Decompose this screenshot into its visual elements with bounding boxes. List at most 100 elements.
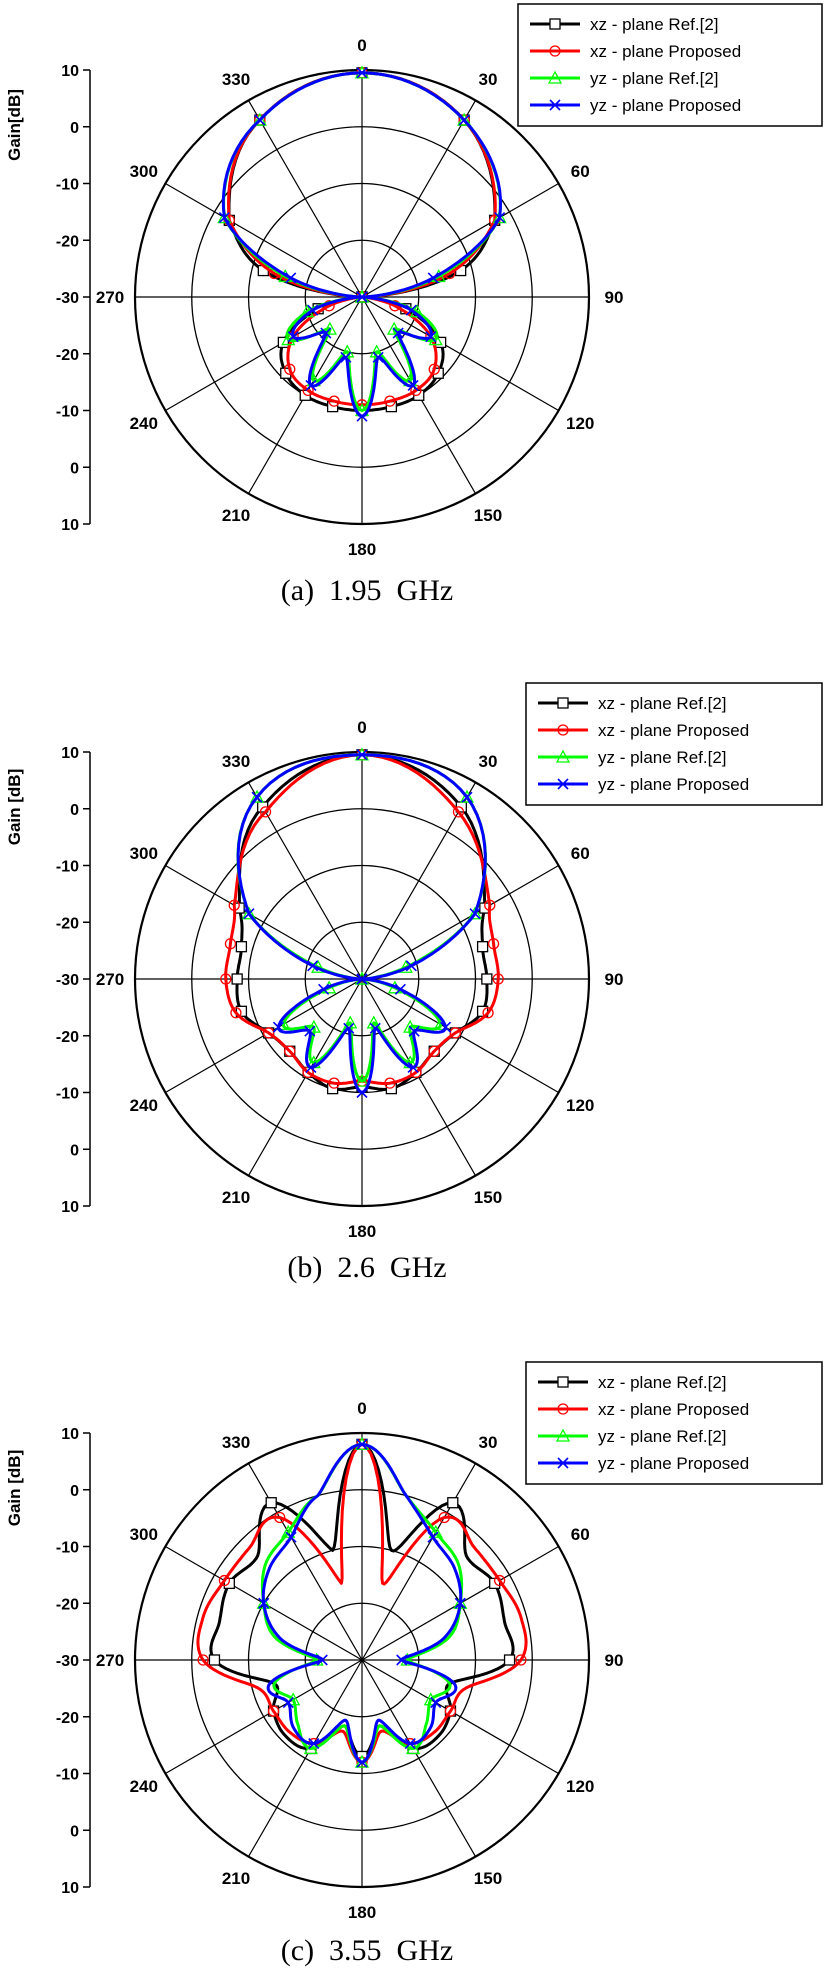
grid-spoke — [247, 100, 363, 298]
grid-spoke — [361, 182, 559, 298]
data-point — [249, 789, 265, 803]
grid-spoke — [361, 782, 477, 980]
data-point — [285, 1531, 297, 1543]
radial-tick-label: -30 — [56, 290, 79, 307]
angle-tick-label: 90 — [605, 288, 624, 307]
radial-tick-label: -30 — [56, 1653, 79, 1670]
angle-tick-label: 90 — [605, 1651, 624, 1670]
data-point — [484, 899, 496, 911]
angle-tick-label: 0 — [357, 718, 366, 737]
data-point — [251, 791, 263, 803]
grid-spoke — [361, 100, 477, 298]
data-point — [405, 304, 417, 316]
legend-label: xz - plane Proposed — [590, 42, 741, 61]
data-point — [308, 1737, 320, 1750]
data-point — [469, 908, 481, 920]
angle-tick-label: 60 — [571, 844, 590, 863]
legend-marker — [557, 697, 569, 709]
data-point — [356, 67, 368, 79]
grid-spoke — [361, 1659, 559, 1775]
data-point — [307, 960, 319, 972]
data-point — [430, 1696, 442, 1709]
data-point — [476, 941, 489, 953]
legend-label: xz - plane Proposed — [598, 721, 749, 740]
angle-tick-label: 270 — [96, 1651, 124, 1670]
angle-tick-label: 0 — [357, 36, 366, 55]
radial-tick-label: 10 — [61, 1199, 79, 1216]
legend-label: yz - plane Proposed — [598, 1454, 749, 1473]
data-point — [457, 112, 472, 126]
radial-tick-label: -20 — [56, 347, 79, 364]
data-point — [243, 908, 255, 920]
legend-marker — [549, 99, 561, 111]
data-point — [208, 1654, 221, 1666]
data-point — [459, 789, 475, 803]
data-point — [284, 1045, 296, 1057]
legend-label: yz - plane Proposed — [590, 96, 741, 115]
data-point — [403, 1019, 418, 1033]
data-point — [272, 1021, 285, 1033]
data-point — [303, 1741, 319, 1755]
angle-tick-label: 180 — [348, 1903, 376, 1922]
data-point — [340, 351, 352, 363]
data-point — [444, 1705, 457, 1717]
angle-tick-label: 240 — [130, 414, 158, 433]
legend-label: yz - plane Proposed — [598, 775, 749, 794]
data-point — [392, 327, 404, 339]
data-point — [425, 331, 437, 343]
legend: xz - plane Ref.[2] xz - plane Proposed yz … — [525, 682, 823, 806]
series-3 — [258, 1438, 466, 1768]
data-point — [428, 363, 440, 375]
data-point — [354, 1073, 370, 1087]
grid-spoke — [165, 1659, 363, 1775]
data-point — [267, 1705, 280, 1717]
legend-label: xz - plane Ref.[2] — [598, 1373, 727, 1392]
radial-tick-label: -10 — [56, 1086, 79, 1103]
radial-tick-label: 0 — [70, 1823, 79, 1840]
grid-spoke — [165, 296, 363, 412]
radial-axis-title: Gain[dB] — [5, 89, 24, 161]
radial-tick-label: -30 — [56, 972, 79, 989]
data-point — [356, 410, 368, 422]
data-point — [407, 1061, 419, 1074]
grid-spoke — [247, 1659, 363, 1857]
radial-tick-label: 10 — [61, 745, 79, 762]
grid-spoke — [165, 864, 363, 980]
data-point — [252, 112, 267, 126]
data-point — [405, 960, 417, 972]
angle-tick-label: 150 — [474, 1188, 502, 1207]
data-point — [438, 1511, 450, 1524]
data-point — [427, 1531, 439, 1543]
data-point — [316, 1654, 328, 1666]
data-point — [482, 1007, 494, 1019]
panel-caption: (c) 3.55 GHz — [281, 1934, 453, 1967]
data-point — [492, 973, 504, 985]
angle-tick-label: 300 — [130, 844, 158, 863]
radial-tick-label: 0 — [70, 1483, 79, 1500]
angle-tick-label: 300 — [130, 1525, 158, 1544]
data-point — [449, 1027, 462, 1039]
legend-marker — [557, 724, 569, 736]
data-point — [394, 983, 406, 995]
data-point — [328, 1077, 340, 1089]
data-point — [400, 1652, 415, 1666]
polar-panel-2: 0 30 60 90 120 150 180 210 240 270 300 330 10 0 -10 -20… — [5, 682, 823, 1284]
grid-spoke — [247, 782, 363, 980]
data-point — [320, 327, 332, 339]
data-point — [494, 211, 506, 224]
radial-tick-label: 0 — [70, 802, 79, 819]
radial-tick-label: -10 — [56, 1540, 79, 1557]
legend-marker — [557, 1376, 569, 1388]
grid-spoke — [361, 1659, 477, 1857]
data-point — [231, 973, 243, 985]
legend-marker — [557, 1457, 569, 1469]
data-point — [241, 906, 257, 920]
radial-tick-label: -20 — [56, 1710, 79, 1727]
data-point — [356, 1086, 368, 1099]
data-point — [328, 395, 340, 407]
data-point — [235, 941, 248, 953]
legend-marker — [555, 1428, 571, 1442]
legend-marker — [549, 45, 561, 57]
angle-tick-label: 330 — [222, 752, 250, 771]
